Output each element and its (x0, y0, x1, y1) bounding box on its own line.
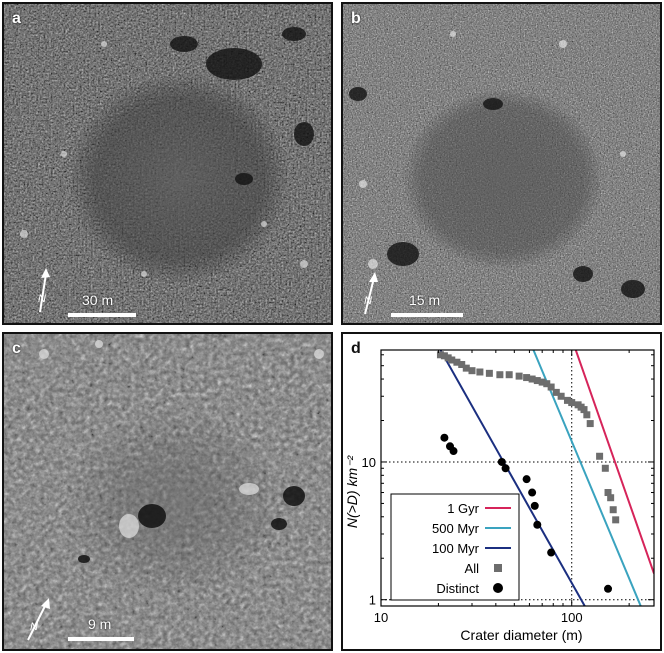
all-craters-point (448, 356, 456, 364)
y-tick-label: 1 (369, 593, 376, 608)
all-craters-point (604, 489, 612, 497)
all-craters-point (436, 351, 444, 359)
x-axis-label: Crater diameter (m) (460, 627, 582, 643)
scale-bar (391, 313, 463, 317)
legend-label: Distinct (436, 581, 479, 596)
distinct-craters-point (604, 584, 613, 593)
distinct-craters-point (501, 464, 510, 473)
scale-bar (68, 313, 136, 317)
all-craters-point (468, 367, 476, 375)
x-tick-label: 10 (374, 610, 388, 625)
all-craters-point (612, 516, 620, 524)
legend-swatch (494, 564, 502, 572)
crater-size-frequency-chart: 10 100 1 10 Crater diameter (m) N(>D) km⁻² 1 G… (344, 349, 655, 643)
legend-label: All (465, 561, 480, 576)
all-craters-point (586, 420, 594, 428)
image-panel-b: b N 15 m (341, 2, 662, 325)
panel-label-d: d (351, 340, 361, 357)
distinct-craters-point (528, 488, 537, 497)
all-craters-point (440, 352, 448, 360)
all-craters-point (528, 375, 536, 383)
all-craters-point (596, 452, 604, 460)
distinct-craters-point (547, 548, 556, 557)
north-arrow-icon: N (27, 598, 50, 641)
model-line-100-myr (439, 350, 586, 606)
x-tick-label: 100 (561, 610, 583, 625)
north-arrow-icon: N (364, 272, 378, 315)
y-tick-label: 10 (362, 455, 376, 470)
north-arrow-icon: N (38, 268, 50, 313)
y-axis-label: N(>D) km⁻² (344, 455, 360, 529)
all-craters-point (609, 506, 617, 514)
all-craters-point (453, 358, 461, 366)
all-craters-point (458, 361, 466, 369)
all-craters-point (552, 388, 560, 396)
distinct-craters-point (440, 433, 449, 442)
all-craters-point (444, 354, 452, 362)
scale-bar-label: 15 m (409, 292, 441, 308)
all-craters-point (580, 406, 588, 414)
plot-content (436, 350, 654, 606)
scale-bar (68, 637, 134, 641)
all-craters-point (563, 396, 571, 404)
all-craters-point (538, 378, 546, 386)
asteroid-surface-photo-c (4, 334, 331, 649)
north-label: N (364, 295, 372, 307)
legend-swatch (493, 583, 503, 593)
all-craters-point (476, 368, 484, 376)
scale-bar-label: 9 m (88, 616, 112, 632)
all-craters-point (607, 494, 615, 502)
all-craters-point (523, 374, 531, 382)
all-craters-point (543, 380, 551, 388)
all-craters-point (462, 364, 470, 372)
all-craters-point (496, 371, 504, 379)
legend-label: 100 Myr (432, 541, 480, 556)
all-craters-point (505, 371, 513, 379)
all-craters-point (485, 369, 493, 377)
all-craters-point (515, 372, 523, 380)
plot-frame (380, 349, 655, 607)
asteroid-surface-photo-b (343, 4, 660, 323)
north-label: N (30, 621, 38, 633)
all-craters-point (568, 399, 576, 407)
scale-bar-label: 30 m (82, 292, 114, 308)
all-craters-point (601, 464, 609, 472)
panel-label-c: c (12, 340, 21, 357)
legend-label: 1 Gyr (447, 501, 479, 516)
panel-label-a: a (12, 10, 21, 27)
image-panel-a: a N 30 m (2, 2, 333, 325)
all-craters-point (583, 411, 591, 419)
all-craters-point (533, 377, 541, 385)
chart-panel-d: d 10 100 1 10 Crater diameter (m) N(>D) km⁻² 1… (341, 332, 662, 651)
distinct-craters-point (533, 520, 542, 529)
all-craters-point (557, 392, 565, 400)
distinct-craters-point (530, 501, 539, 510)
legend-label: 500 Myr (432, 521, 480, 536)
image-panel-c: c N 9 m (2, 332, 333, 651)
panel-label-b: b (351, 10, 361, 27)
model-line-1-gyr (574, 350, 654, 574)
all-craters-point (547, 383, 555, 391)
asteroid-surface-photo-a (4, 4, 331, 323)
distinct-craters-point (449, 447, 458, 456)
distinct-craters-point (497, 457, 506, 466)
model-line-500-myr (532, 350, 642, 606)
north-label: N (38, 293, 46, 305)
distinct-craters-point (522, 475, 531, 484)
